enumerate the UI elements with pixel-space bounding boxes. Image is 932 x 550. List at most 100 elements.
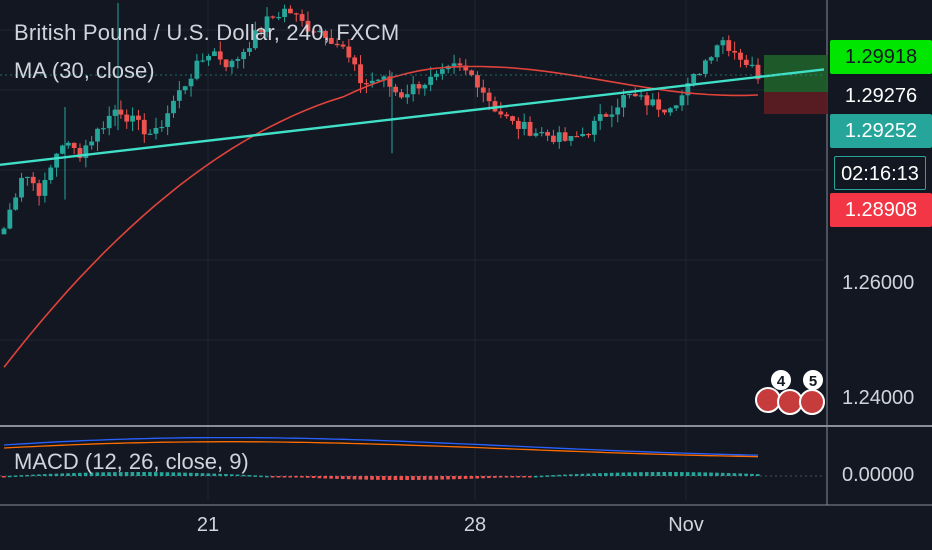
- candle-body: [194, 60, 200, 79]
- candle-body: [124, 114, 130, 122]
- candle-body: [714, 45, 720, 58]
- candle-body: [399, 92, 404, 98]
- candle-body: [480, 87, 486, 93]
- macd-histogram-bar: [598, 473, 602, 476]
- macd-histogram-bar: [317, 476, 322, 479]
- macd-histogram-bar: [469, 476, 474, 479]
- candle-body: [486, 92, 492, 102]
- macd-histogram-bar: [25, 474, 29, 477]
- macd-histogram-bar: [165, 472, 170, 476]
- candle-body: [95, 128, 100, 142]
- macd-histogram-bar: [189, 472, 193, 476]
- candle-body: [305, 20, 311, 32]
- candle-body: [556, 132, 562, 142]
- candle-body: [165, 113, 171, 127]
- price-tag-low: 1.28908: [830, 193, 932, 227]
- candle-body: [416, 84, 422, 89]
- countdown-tag: 02:16:13: [834, 156, 926, 190]
- macd-histogram-bar: [66, 473, 70, 476]
- candle-body: [580, 133, 586, 137]
- candle-body: [334, 43, 340, 46]
- macd-histogram-bar: [200, 473, 205, 476]
- macd-histogram-bar: [294, 476, 298, 478]
- candle-body: [632, 93, 638, 97]
- candle-body: [136, 115, 141, 120]
- candle-body: [749, 64, 755, 66]
- candle-body: [118, 109, 124, 115]
- macd-histogram-bar: [171, 472, 176, 476]
- macd-histogram-bar: [709, 472, 713, 476]
- candle-body: [510, 116, 515, 121]
- macd-histogram-bar: [428, 476, 433, 480]
- candle-body: [60, 145, 65, 154]
- macd-histogram-bar: [551, 475, 556, 477]
- macd-histogram-bar: [194, 472, 199, 476]
- candle-body: [130, 115, 135, 122]
- macd-histogram-bar: [750, 473, 754, 476]
- ma-indicator-label[interactable]: MA (30, close): [14, 58, 155, 83]
- candle-body: [504, 114, 510, 117]
- macd-histogram-bar: [212, 473, 217, 476]
- candle-body: [71, 142, 77, 149]
- candle-body: [30, 176, 36, 184]
- candle-body: [428, 76, 434, 85]
- flag-icon: [755, 387, 781, 413]
- candle-body: [586, 133, 591, 136]
- candle-body: [469, 70, 474, 76]
- macd-histogram-bar: [60, 473, 65, 476]
- macd-histogram-bar: [609, 472, 614, 476]
- candle-body: [153, 127, 159, 134]
- macd-histogram-bar: [516, 476, 520, 478]
- x-tick-label: 28: [463, 514, 487, 536]
- candle-body: [475, 75, 480, 88]
- macd-histogram-bar: [265, 475, 269, 478]
- macd-histogram-bar: [405, 476, 409, 480]
- macd-histogram-bar: [253, 475, 257, 477]
- candle-body: [627, 93, 632, 96]
- macd-histogram-bar: [674, 472, 678, 476]
- candle-body: [515, 120, 521, 129]
- candle-body: [328, 37, 334, 44]
- macd-histogram-bar: [177, 472, 181, 476]
- macd-histogram-bar: [604, 473, 608, 476]
- candle-body: [206, 55, 211, 61]
- macd-histogram-bar: [364, 476, 368, 480]
- macd-histogram-bar: [393, 476, 398, 480]
- macd-histogram-bar: [703, 472, 707, 476]
- event-marker-label: 5: [809, 373, 817, 390]
- candle-body: [270, 16, 276, 18]
- candle-body: [352, 57, 358, 65]
- candle-body: [235, 59, 241, 61]
- candle-body: [574, 136, 580, 138]
- macd-histogram-bar: [124, 472, 129, 476]
- macd-histogram-bar: [557, 474, 561, 477]
- candle-body: [217, 51, 223, 60]
- candle-body: [597, 114, 603, 121]
- candle-body: [311, 31, 317, 33]
- macd-histogram-bar: [650, 472, 655, 476]
- macd-histogram-bar: [615, 472, 620, 476]
- macd-histogram-bar: [300, 476, 304, 478]
- macd-histogram-bar: [218, 473, 222, 476]
- candle-body: [293, 13, 299, 15]
- candle-body: [212, 51, 217, 56]
- macd-histogram-bar: [539, 475, 544, 478]
- candle-body: [13, 197, 19, 210]
- macd-histogram-bar: [621, 472, 626, 476]
- macd-histogram-bar: [282, 476, 287, 478]
- candle-body: [83, 145, 89, 158]
- macd-histogram-bar: [691, 472, 696, 476]
- macd-histogram-bar: [323, 476, 328, 479]
- event-marker-label: 4: [777, 373, 786, 390]
- macd-histogram-bar: [568, 474, 573, 476]
- candle-body: [644, 95, 650, 106]
- macd-histogram-bar: [452, 476, 456, 480]
- candle-body: [42, 180, 48, 196]
- chart-title: British Pound / U.S. Dollar, 240, FXCM: [14, 20, 400, 45]
- macd-histogram-bar: [2, 476, 6, 478]
- candle-body: [282, 8, 287, 17]
- macd-histogram-bar: [72, 473, 76, 476]
- macd-indicator-label[interactable]: MACD (12, 26, close, 9): [14, 449, 249, 474]
- candle-body: [299, 14, 305, 21]
